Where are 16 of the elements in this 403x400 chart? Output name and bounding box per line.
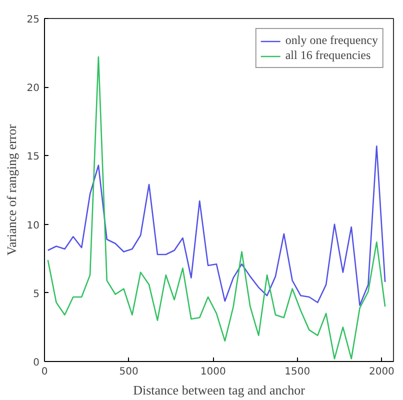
x-axis-title: Distance between tag and anchor	[133, 382, 306, 398]
y-tick-label: 0	[33, 358, 40, 368]
x-tick-label: 2000	[368, 366, 394, 378]
x-tick-label: 1000	[200, 366, 226, 378]
y-tick-label: 10	[26, 220, 40, 232]
y-tick-label: 20	[26, 83, 40, 94]
y-tick-label: 5	[33, 288, 40, 300]
x-tick-label: 500	[119, 366, 138, 378]
y-axis-title: Variance of ranging error	[4, 124, 19, 256]
legend-label: only one frequency	[285, 33, 378, 48]
x-tick-label: 1500	[284, 366, 310, 378]
y-tick-label: 15	[26, 152, 40, 163]
line-series	[47, 145, 386, 306]
y-tick-label: 25	[26, 14, 40, 26]
legend-label: all 16 frequencies	[285, 48, 371, 63]
x-tick-label: 0	[41, 366, 48, 378]
